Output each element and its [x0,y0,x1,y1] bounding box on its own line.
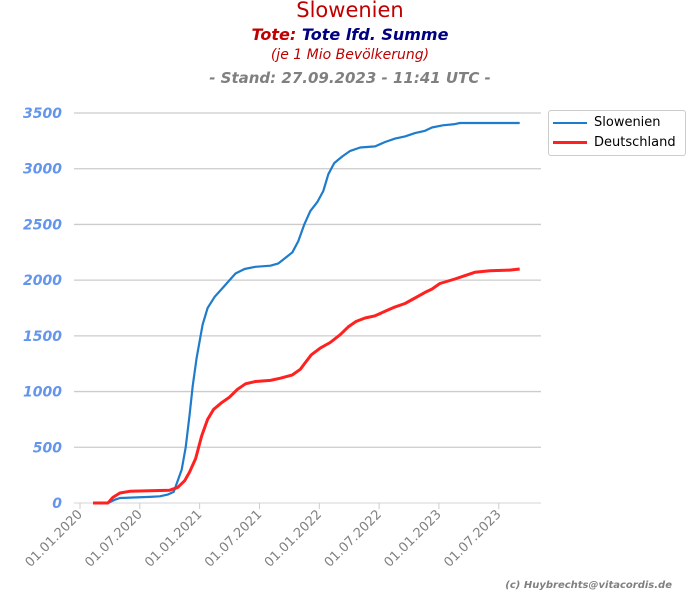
y-tick-label: 1000 [23,385,62,401]
series-line-slowenien [93,121,520,505]
y-tick-label: 500 [33,440,62,456]
x-tick-label: 01.07.2020 [82,507,145,570]
x-tick-label: 01.01.2021 [142,507,205,570]
y-tick-label: 3000 [23,162,62,178]
y-tick-label: 1500 [23,329,62,345]
chart-subtitle-2: (je 1 Mio Bevölkerung) [270,47,430,63]
y-tick-label: 2000 [23,273,62,289]
y-tick-label: 3500 [23,106,62,122]
x-tick-label: 01.01.2020 [23,507,86,570]
x-tick-label: 01.07.2023 [441,507,504,570]
chart-date: - Stand: 27.09.2023 - 11:41 UTC - [209,69,491,87]
credit: (c) Huybrechts@vitacordis.de [505,580,672,591]
legend-label: Deutschland [594,135,676,150]
x-tick-label: 01.07.2021 [202,507,265,570]
y-tick-label: 2500 [23,217,62,233]
legend-swatch [553,121,587,124]
subtitle-main: Tote lfd. Summe [301,25,449,44]
legend: Slowenien Deutschland [548,110,686,156]
series-line-deutschland [93,267,520,505]
legend-label: Slowenien [594,115,661,130]
y-tick-label: 0 [52,496,62,512]
legend-item-deutschland[interactable]: Deutschland [553,135,676,150]
chart-title: Slowenien [296,0,404,22]
subtitle-prefix: Tote: [251,25,297,44]
x-tick-label: 01.07.2022 [322,507,385,570]
legend-item-slowenien[interactable]: Slowenien [553,115,661,130]
chart-subtitle: Tote: Tote lfd. Summe [0,25,700,44]
legend-swatch [553,141,587,144]
x-tick-label: 01.01.2022 [262,507,325,570]
x-tick-label: 01.01.2023 [382,507,445,570]
